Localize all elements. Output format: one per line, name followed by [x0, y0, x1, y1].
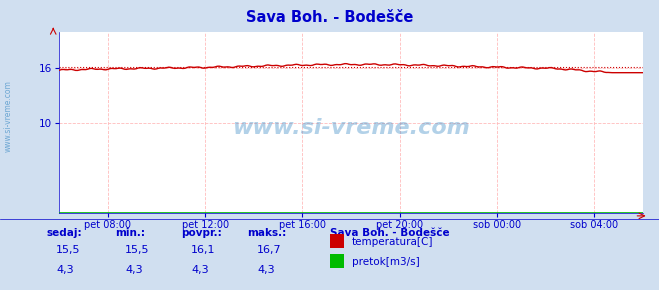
Text: sedaj:: sedaj:	[46, 228, 82, 238]
Text: 4,3: 4,3	[56, 265, 74, 275]
Text: temperatura[C]: temperatura[C]	[352, 237, 434, 246]
Text: povpr.:: povpr.:	[181, 228, 222, 238]
Text: Sava Boh. - Bodešče: Sava Boh. - Bodešče	[246, 10, 413, 25]
Text: 15,5: 15,5	[125, 245, 150, 255]
Text: 16,7: 16,7	[257, 245, 281, 255]
Text: www.si-vreme.com: www.si-vreme.com	[3, 80, 13, 152]
Text: maks.:: maks.:	[247, 228, 287, 238]
Text: 4,3: 4,3	[257, 265, 275, 275]
Text: Sava Boh. - Bodešče: Sava Boh. - Bodešče	[330, 228, 449, 238]
Text: pretok[m3/s]: pretok[m3/s]	[352, 257, 420, 267]
Text: www.si-vreme.com: www.si-vreme.com	[232, 118, 470, 138]
Text: 4,3: 4,3	[191, 265, 209, 275]
Text: 4,3: 4,3	[125, 265, 143, 275]
Text: min.:: min.:	[115, 228, 146, 238]
Text: 16,1: 16,1	[191, 245, 215, 255]
Text: 15,5: 15,5	[56, 245, 80, 255]
